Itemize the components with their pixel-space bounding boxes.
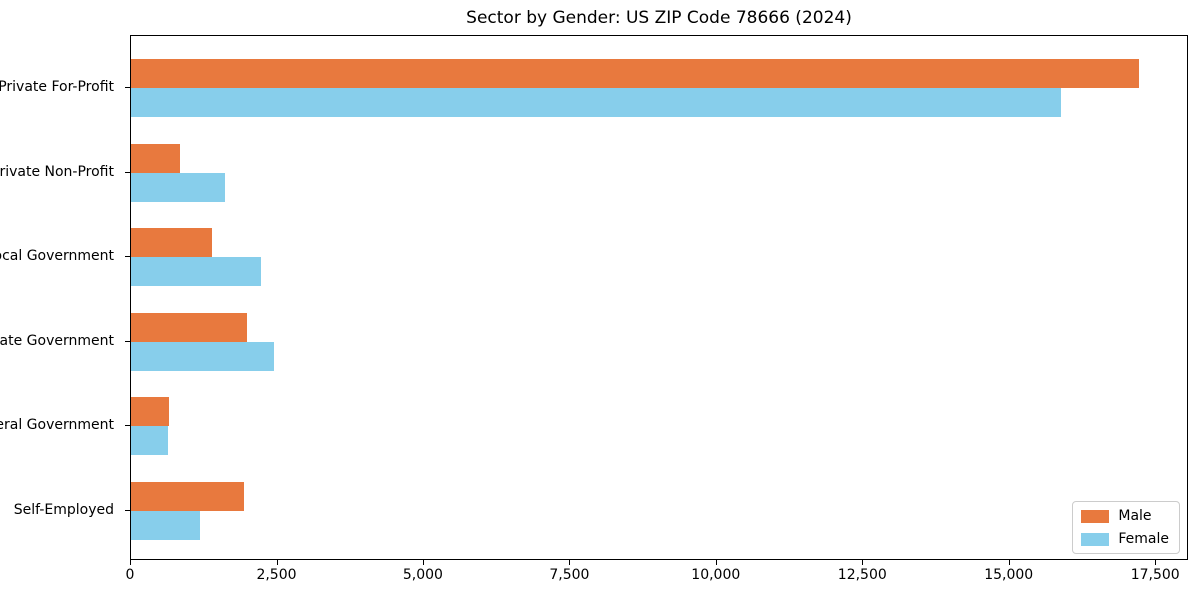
bar-female-5	[131, 510, 200, 540]
y-tick-mark	[125, 171, 130, 173]
legend-item-female: Female	[1081, 531, 1169, 547]
bar-female-3	[131, 341, 274, 371]
bar-female-4	[131, 426, 168, 455]
y-axis-labels: Private For-Profit Private Non-Profit Loca…	[0, 35, 122, 560]
bar-female-1	[131, 172, 226, 202]
y-tick-mark	[125, 340, 130, 342]
x-tick-mark	[569, 560, 571, 565]
x-tick-mark	[715, 560, 717, 565]
legend-swatch-male	[1081, 509, 1110, 523]
legend-swatch-female	[1081, 532, 1110, 546]
y-tick-mark	[125, 509, 130, 511]
y-tick-mark	[125, 425, 130, 426]
chart-title: Sector by Gender: US ZIP Code 78666 (202…	[466, 8, 852, 28]
legend: Male Female	[1072, 501, 1180, 554]
x-tick-label: 10,000	[691, 567, 741, 583]
y-axis-label: Self-Employed	[13, 501, 114, 518]
x-tick-label: 0	[125, 567, 135, 583]
bar-female-0	[131, 88, 1062, 117]
x-tick-mark	[862, 560, 864, 565]
bar-male-2	[131, 228, 212, 257]
bar-female-2	[131, 257, 261, 286]
bar-male-0	[131, 59, 1139, 88]
x-tick-mark	[1155, 560, 1157, 565]
y-axis-label: State Government	[0, 332, 114, 349]
x-tick-label: 7,500	[549, 567, 590, 583]
y-axis-label: Local Government	[0, 248, 114, 264]
x-tick-mark	[1008, 560, 1010, 565]
x-tick-label: 12,500	[837, 567, 887, 583]
x-tick-label: 17,500	[1130, 567, 1180, 583]
x-tick-mark	[276, 560, 278, 565]
y-tick-mark	[125, 87, 130, 88]
y-tick-mark	[125, 256, 130, 257]
legend-label: Female	[1118, 531, 1169, 547]
x-tick-mark	[130, 560, 131, 565]
y-axis-label: Private For-Profit	[0, 79, 114, 95]
bar-male-5	[131, 481, 245, 511]
legend-item-male: Male	[1081, 508, 1169, 524]
x-tick-label: 15,000	[984, 567, 1034, 583]
x-tick-label: 5,000	[402, 567, 443, 583]
bar-male-3	[131, 312, 247, 342]
bar-male-1	[131, 143, 181, 173]
x-tick-mark	[422, 560, 424, 565]
x-tick-label: 2,500	[256, 567, 297, 583]
legend-label: Male	[1118, 508, 1152, 524]
bar-male-4	[131, 397, 170, 426]
plot-area: Male Female	[130, 35, 1188, 560]
y-axis-label: Federal Government	[0, 417, 114, 433]
y-axis-label: Private Non-Profit	[0, 163, 114, 180]
